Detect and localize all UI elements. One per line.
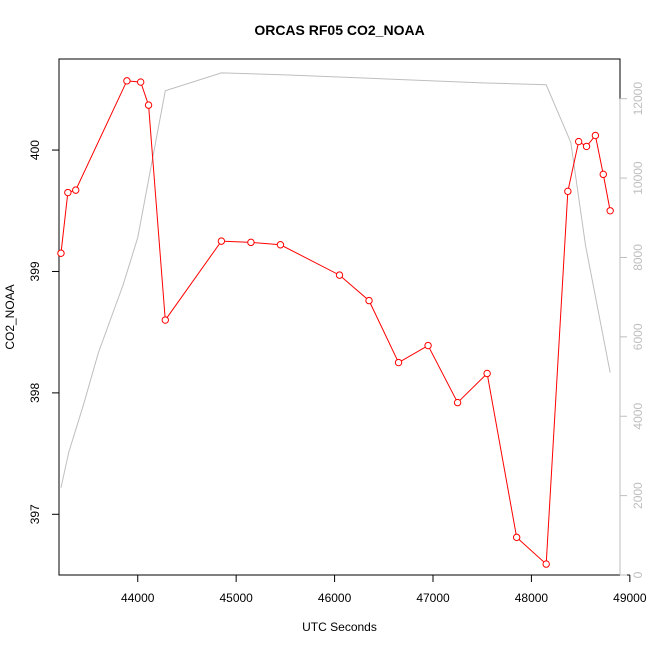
x-tick-label: 45000 — [219, 591, 253, 605]
series-point — [564, 187, 572, 196]
x-tick-label: 47000 — [416, 591, 450, 605]
y-tick-label: 397 — [28, 504, 42, 524]
y2-tick-label: 4000 — [631, 403, 645, 430]
y-axis-label: CO2_NOAA — [3, 284, 17, 349]
series-layer — [57, 72, 614, 568]
series-point — [591, 131, 600, 140]
y2-tick-label: 10000 — [631, 161, 645, 195]
x-tick-label: 44000 — [121, 591, 155, 605]
series-point — [136, 78, 145, 86]
series-point — [335, 271, 344, 279]
series-point — [123, 77, 131, 85]
y2-tick-label: 8000 — [631, 244, 645, 271]
series-point — [606, 207, 614, 215]
series-point — [512, 533, 521, 542]
y-tick-label: 400 — [28, 140, 42, 160]
x-tick-label: 48000 — [515, 591, 549, 605]
x-tick-label: 46000 — [318, 591, 352, 605]
y-axis-right: 0 2000 4000 6000 8000 10000 12000 — [619, 82, 645, 578]
series-point — [453, 398, 462, 407]
series-point — [64, 188, 72, 197]
y2-tick-label: 12000 — [631, 82, 645, 116]
y-axis-left: 397 398 399 400 — [28, 140, 60, 524]
series-line-0 — [60, 80, 611, 566]
series-point — [394, 358, 403, 367]
series-point — [424, 341, 432, 350]
y2-tick-label: 2000 — [631, 482, 645, 509]
x-tick-label: 49000 — [613, 591, 647, 605]
series-point — [72, 186, 80, 194]
plot-frame — [58, 58, 621, 576]
series-point — [57, 249, 65, 257]
series-point — [582, 142, 591, 151]
series-point — [574, 137, 583, 146]
series-line-1 — [60, 72, 611, 488]
series-point — [276, 241, 285, 249]
y-tick-label: 399 — [28, 261, 42, 281]
y2-tick-label: 0 — [631, 571, 645, 578]
series-point — [365, 296, 373, 305]
series-point — [247, 238, 255, 247]
y2-tick-label: 6000 — [631, 323, 645, 350]
series-point — [542, 560, 550, 568]
y-tick-label: 398 — [28, 383, 42, 403]
x-axis-label: UTC Seconds — [302, 620, 377, 634]
chart-title: ORCAS RF05 CO2_NOAA — [254, 22, 424, 38]
series-point — [483, 369, 491, 378]
series-point — [161, 316, 169, 324]
series-point — [599, 170, 607, 179]
series-point — [144, 101, 153, 109]
series-point — [217, 237, 226, 245]
x-axis: 44000 45000 46000 47000 48000 49000 — [121, 574, 647, 605]
